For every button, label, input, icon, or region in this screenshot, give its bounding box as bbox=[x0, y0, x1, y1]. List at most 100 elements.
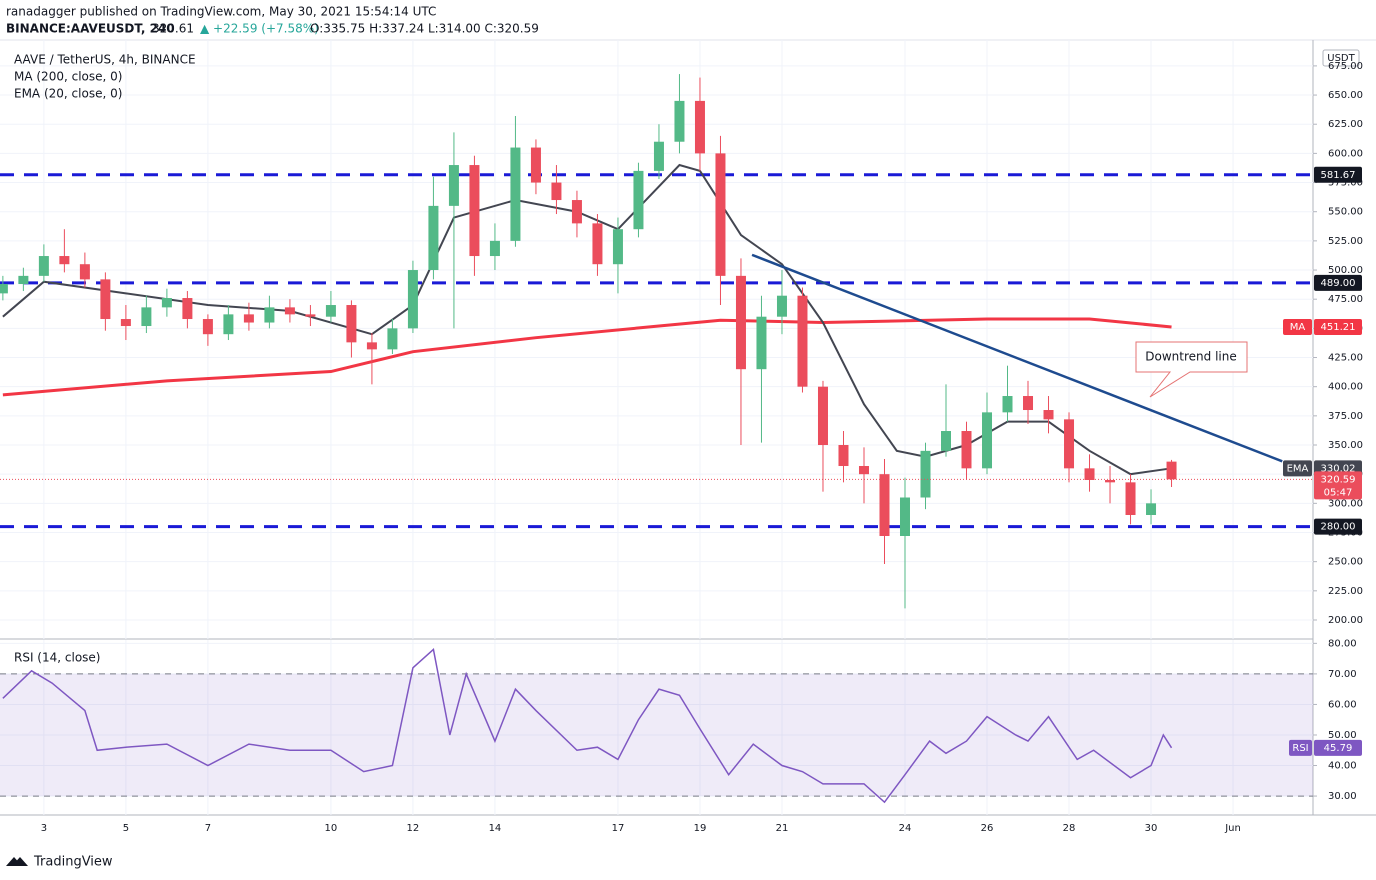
x-tick-label: 3 bbox=[41, 823, 47, 834]
line-tag-bg bbox=[1283, 460, 1312, 477]
candle-body bbox=[715, 153, 726, 276]
candle-body bbox=[674, 100, 685, 142]
candle-body bbox=[202, 319, 213, 335]
y-tick-label: 550.00 bbox=[1328, 207, 1363, 218]
level-label: 581.67 bbox=[1321, 170, 1356, 181]
y-tick-label: 50.00 bbox=[1328, 730, 1357, 741]
x-tick-label: 26 bbox=[981, 823, 994, 834]
y-tick-label: 300.00 bbox=[1328, 498, 1363, 509]
logo bbox=[6, 857, 28, 866]
candle-body bbox=[428, 205, 439, 271]
line-tag: MA bbox=[1290, 322, 1306, 333]
y-tick-label: 350.00 bbox=[1328, 440, 1363, 451]
candle-body bbox=[982, 412, 993, 469]
y-tick-label: 80.00 bbox=[1328, 638, 1357, 649]
symbol: BINANCE:AAVEUSDT, 240 bbox=[6, 22, 175, 36]
candle-body bbox=[59, 256, 70, 265]
candle-body bbox=[407, 270, 418, 329]
rsi-value: 45.79 bbox=[1324, 743, 1353, 754]
candle-body bbox=[612, 229, 623, 265]
candle-body bbox=[858, 466, 869, 475]
line-value: 330.02 bbox=[1321, 463, 1356, 474]
level-label-bg bbox=[1314, 274, 1362, 291]
x-tick-label: 21 bbox=[776, 823, 789, 834]
candle-body bbox=[735, 275, 746, 370]
candle-body bbox=[1105, 480, 1116, 483]
level-label: 280.00 bbox=[1321, 522, 1356, 533]
level-label-bg bbox=[1314, 518, 1362, 535]
candle-body bbox=[940, 431, 951, 451]
candle-body bbox=[551, 182, 562, 201]
countdown: 05:47 bbox=[1324, 487, 1353, 498]
candle-body bbox=[1084, 468, 1095, 481]
candle-body bbox=[1023, 396, 1034, 411]
y-tick-label: 250.00 bbox=[1328, 557, 1363, 568]
ema-legend: EMA (20, close, 0) bbox=[14, 87, 122, 101]
rsi-tag: RSI bbox=[1292, 743, 1308, 754]
main-title: AAVE / TetherUS, 4h, BINANCE bbox=[14, 53, 196, 67]
last-price: 320.61 bbox=[152, 22, 194, 36]
x-tick-label: 30 bbox=[1145, 823, 1158, 834]
candle-body bbox=[1125, 482, 1136, 516]
level-label: 489.00 bbox=[1321, 278, 1356, 289]
moving-average bbox=[2, 317, 1172, 397]
x-tick-label: 24 bbox=[899, 823, 912, 834]
y-tick-label: 70.00 bbox=[1328, 669, 1357, 680]
y-tick-label: 425.00 bbox=[1328, 353, 1363, 364]
change: ▲ +22.59 (+7.58%) bbox=[200, 22, 319, 36]
x-tick-label: 5 bbox=[123, 823, 129, 834]
rsi-band bbox=[0, 673, 1313, 797]
candle-body bbox=[797, 295, 808, 387]
x-tick-label: 19 bbox=[694, 823, 707, 834]
candle-body bbox=[79, 264, 90, 280]
line-tag: EMA bbox=[1287, 463, 1309, 474]
candle-body bbox=[1146, 503, 1157, 516]
candle-body bbox=[838, 445, 849, 467]
rsi-value-bg bbox=[1314, 739, 1362, 756]
candle-body bbox=[100, 279, 111, 320]
marks bbox=[0, 74, 1313, 804]
candle-body bbox=[571, 200, 582, 224]
publisher: ranadagger published on TradingView.com,… bbox=[6, 5, 436, 19]
candle-body bbox=[817, 386, 828, 446]
x-tick-label: 7 bbox=[205, 823, 211, 834]
candle-body bbox=[879, 474, 890, 536]
x-tick-label: 12 bbox=[407, 823, 420, 834]
line-tag-bg bbox=[1283, 318, 1312, 335]
candle-body bbox=[243, 314, 254, 323]
candle-body bbox=[305, 314, 316, 317]
candle-body bbox=[448, 165, 459, 206]
candle-body bbox=[489, 240, 500, 257]
candle-body bbox=[1064, 419, 1075, 469]
candle-body bbox=[223, 314, 234, 335]
candle-body bbox=[18, 275, 29, 285]
grid bbox=[0, 40, 1313, 815]
y-tick-label: 500.00 bbox=[1328, 265, 1363, 276]
last-price-bg bbox=[1314, 471, 1362, 500]
x-tick-label: Jun bbox=[1224, 823, 1241, 834]
y-tick-label: 30.00 bbox=[1328, 791, 1357, 802]
rsi-legend: RSI (14, close) bbox=[14, 651, 100, 665]
y-tick-label: 40.00 bbox=[1328, 761, 1357, 772]
y-tick-label: 525.00 bbox=[1328, 236, 1363, 247]
candle-body bbox=[633, 170, 644, 230]
candle-body bbox=[592, 223, 603, 265]
candle-body bbox=[694, 100, 705, 154]
candle-body bbox=[387, 328, 398, 350]
y-tick-label: 375.00 bbox=[1328, 411, 1363, 422]
ma-legend: MA (200, close, 0) bbox=[14, 70, 122, 84]
level-label-bg bbox=[1314, 166, 1362, 183]
rsi-tag-bg bbox=[1289, 739, 1312, 756]
candle-body bbox=[120, 319, 131, 327]
line-value: 451.21 bbox=[1321, 322, 1356, 333]
annotation: Downtrend line bbox=[1135, 341, 1248, 398]
y-tick-label: 60.00 bbox=[1328, 699, 1357, 710]
x-tick-label: 10 bbox=[325, 823, 338, 834]
candle-body bbox=[161, 298, 172, 308]
y-tick-label: 600.00 bbox=[1328, 148, 1363, 159]
candle-body bbox=[920, 450, 931, 498]
candle-body bbox=[653, 141, 664, 171]
candle-body bbox=[469, 165, 480, 257]
candle-body bbox=[284, 307, 295, 315]
